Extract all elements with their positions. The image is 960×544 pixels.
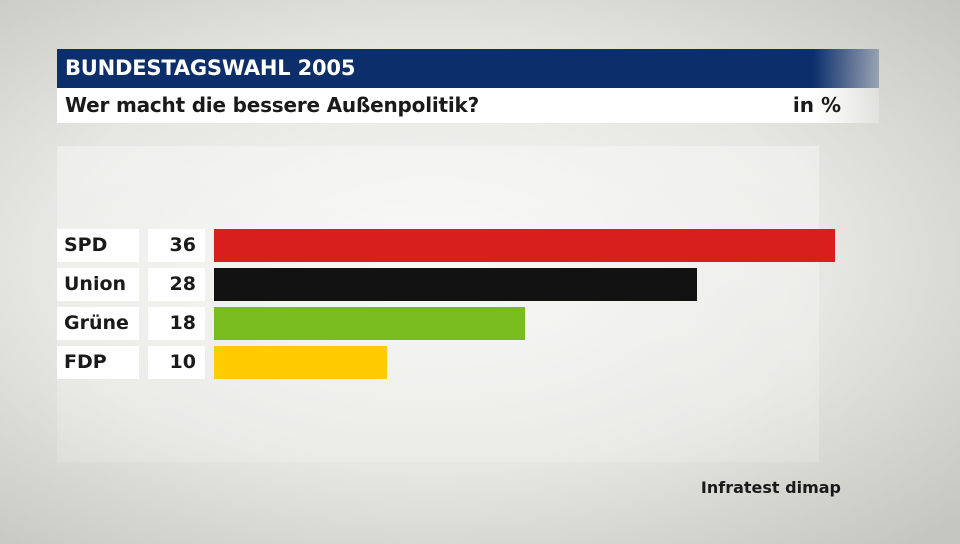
value-label: 36 xyxy=(148,229,205,262)
value-label: 28 xyxy=(148,268,205,301)
chart-subtitle: Wer macht die bessere Außenpolitik? xyxy=(65,93,480,117)
unit-label: in % xyxy=(792,93,841,117)
bar xyxy=(214,346,387,379)
subtitle-bar: Wer macht die bessere Außenpolitik? in % xyxy=(57,88,879,123)
category-label: Grüne xyxy=(57,307,139,340)
source-label: Infratest dimap xyxy=(700,478,841,497)
bar xyxy=(214,268,697,301)
value-label: 18 xyxy=(148,307,205,340)
bar xyxy=(214,229,835,262)
category-label: SPD xyxy=(57,229,139,262)
chart-title: BUNDESTAGSWAHL 2005 xyxy=(65,56,356,80)
bar xyxy=(214,307,525,340)
plot-area xyxy=(57,146,819,462)
value-label: 10 xyxy=(148,346,205,379)
title-bar: BUNDESTAGSWAHL 2005 xyxy=(57,49,879,88)
category-label: Union xyxy=(57,268,139,301)
category-label: FDP xyxy=(57,346,139,379)
